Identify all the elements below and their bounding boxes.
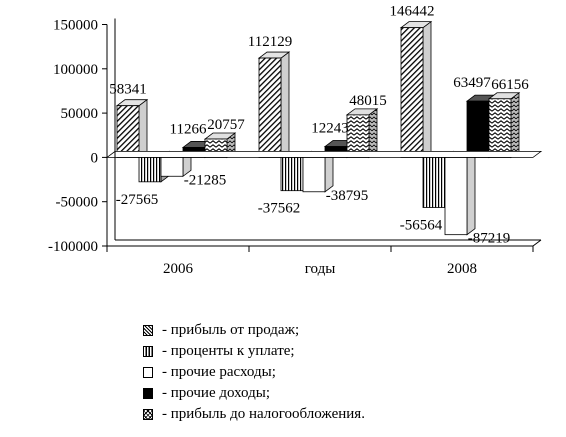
data-label: -56564 <box>400 218 443 234</box>
bar-front <box>400 27 424 158</box>
legend-item: - прибыль от продаж; <box>143 320 365 341</box>
y-tick-label: 0 <box>91 150 99 166</box>
bar-front <box>116 105 140 158</box>
bar <box>345 108 379 159</box>
y-tick-label: 100000 <box>53 62 98 78</box>
data-label: 112129 <box>248 34 292 50</box>
bar <box>399 20 433 159</box>
bar-front <box>138 156 162 183</box>
floor-right-edge <box>532 239 542 247</box>
legend-label: - прочие доходы; <box>162 385 270 401</box>
bar <box>115 98 149 159</box>
bar-front <box>160 156 184 177</box>
data-label: 20757 <box>207 117 245 133</box>
data-label: 48015 <box>349 93 387 109</box>
data-label: 66156 <box>491 77 529 93</box>
legend-swatch-diagonal <box>143 325 153 336</box>
x-tick-label: 2008 <box>447 261 477 277</box>
x-tick-label: годы <box>305 261 336 277</box>
legend: - прибыль от продаж; - проценты к уплате… <box>143 320 365 425</box>
bar-side <box>466 150 476 236</box>
x-tick-label: 2006 <box>163 261 194 277</box>
data-label: 146442 <box>390 4 435 20</box>
bar-side <box>422 20 432 159</box>
y-tick-label: 150000 <box>53 18 98 34</box>
bar-front <box>302 156 326 193</box>
legend-label: - прибыль до налогообложения. <box>162 406 365 422</box>
bar <box>487 91 521 159</box>
data-label: 11266 <box>170 121 207 137</box>
bar <box>443 150 477 236</box>
y-tick-label: -100000 <box>48 239 98 255</box>
data-label: 58341 <box>109 82 147 98</box>
legend-swatch-vertical <box>143 346 153 357</box>
data-label: -87219 <box>468 231 511 247</box>
legend-label: - проценты к уплате; <box>162 343 295 359</box>
bar-front <box>280 156 304 192</box>
legend-swatch-black <box>143 388 153 399</box>
bar-side <box>280 51 290 159</box>
bar-front <box>488 98 512 158</box>
axes: 150000 100000 50000 0 -50000 -100000 2006 годы 2… <box>48 18 543 277</box>
bar-front <box>422 156 446 208</box>
legend-item: - прочие расходы; <box>143 362 365 383</box>
bar-front <box>466 100 490 158</box>
data-label: 63497 <box>453 75 491 91</box>
bar-front <box>258 57 282 158</box>
legend-item: - проценты к уплате; <box>143 341 365 362</box>
legend-swatch-white <box>143 367 153 378</box>
legend-item: - прочие доходы; <box>143 383 365 404</box>
legend-item: - прибыль до налогообложения. <box>143 404 365 425</box>
data-label: -21285 <box>184 172 227 188</box>
data-label: -27565 <box>116 192 159 208</box>
y-tick-label: -50000 <box>56 195 99 211</box>
legend-label: - прибыль от продаж; <box>162 322 300 338</box>
zero-plane <box>105 150 543 158</box>
data-label: -38795 <box>326 188 369 204</box>
legend-label: - прочие расходы; <box>162 364 276 380</box>
data-labels: 58341 112129 146442 -27565 -37562 -56564 -2128… <box>109 4 529 247</box>
data-label: 12243 <box>311 121 349 137</box>
bar <box>257 51 291 159</box>
legend-swatch-zigzag <box>143 409 153 420</box>
y-tick-label: 50000 <box>61 106 99 122</box>
bar-side <box>368 108 378 159</box>
data-label: -37562 <box>258 201 301 217</box>
bar-side <box>138 98 148 159</box>
bar-front <box>444 156 468 236</box>
bar-side <box>510 91 520 159</box>
